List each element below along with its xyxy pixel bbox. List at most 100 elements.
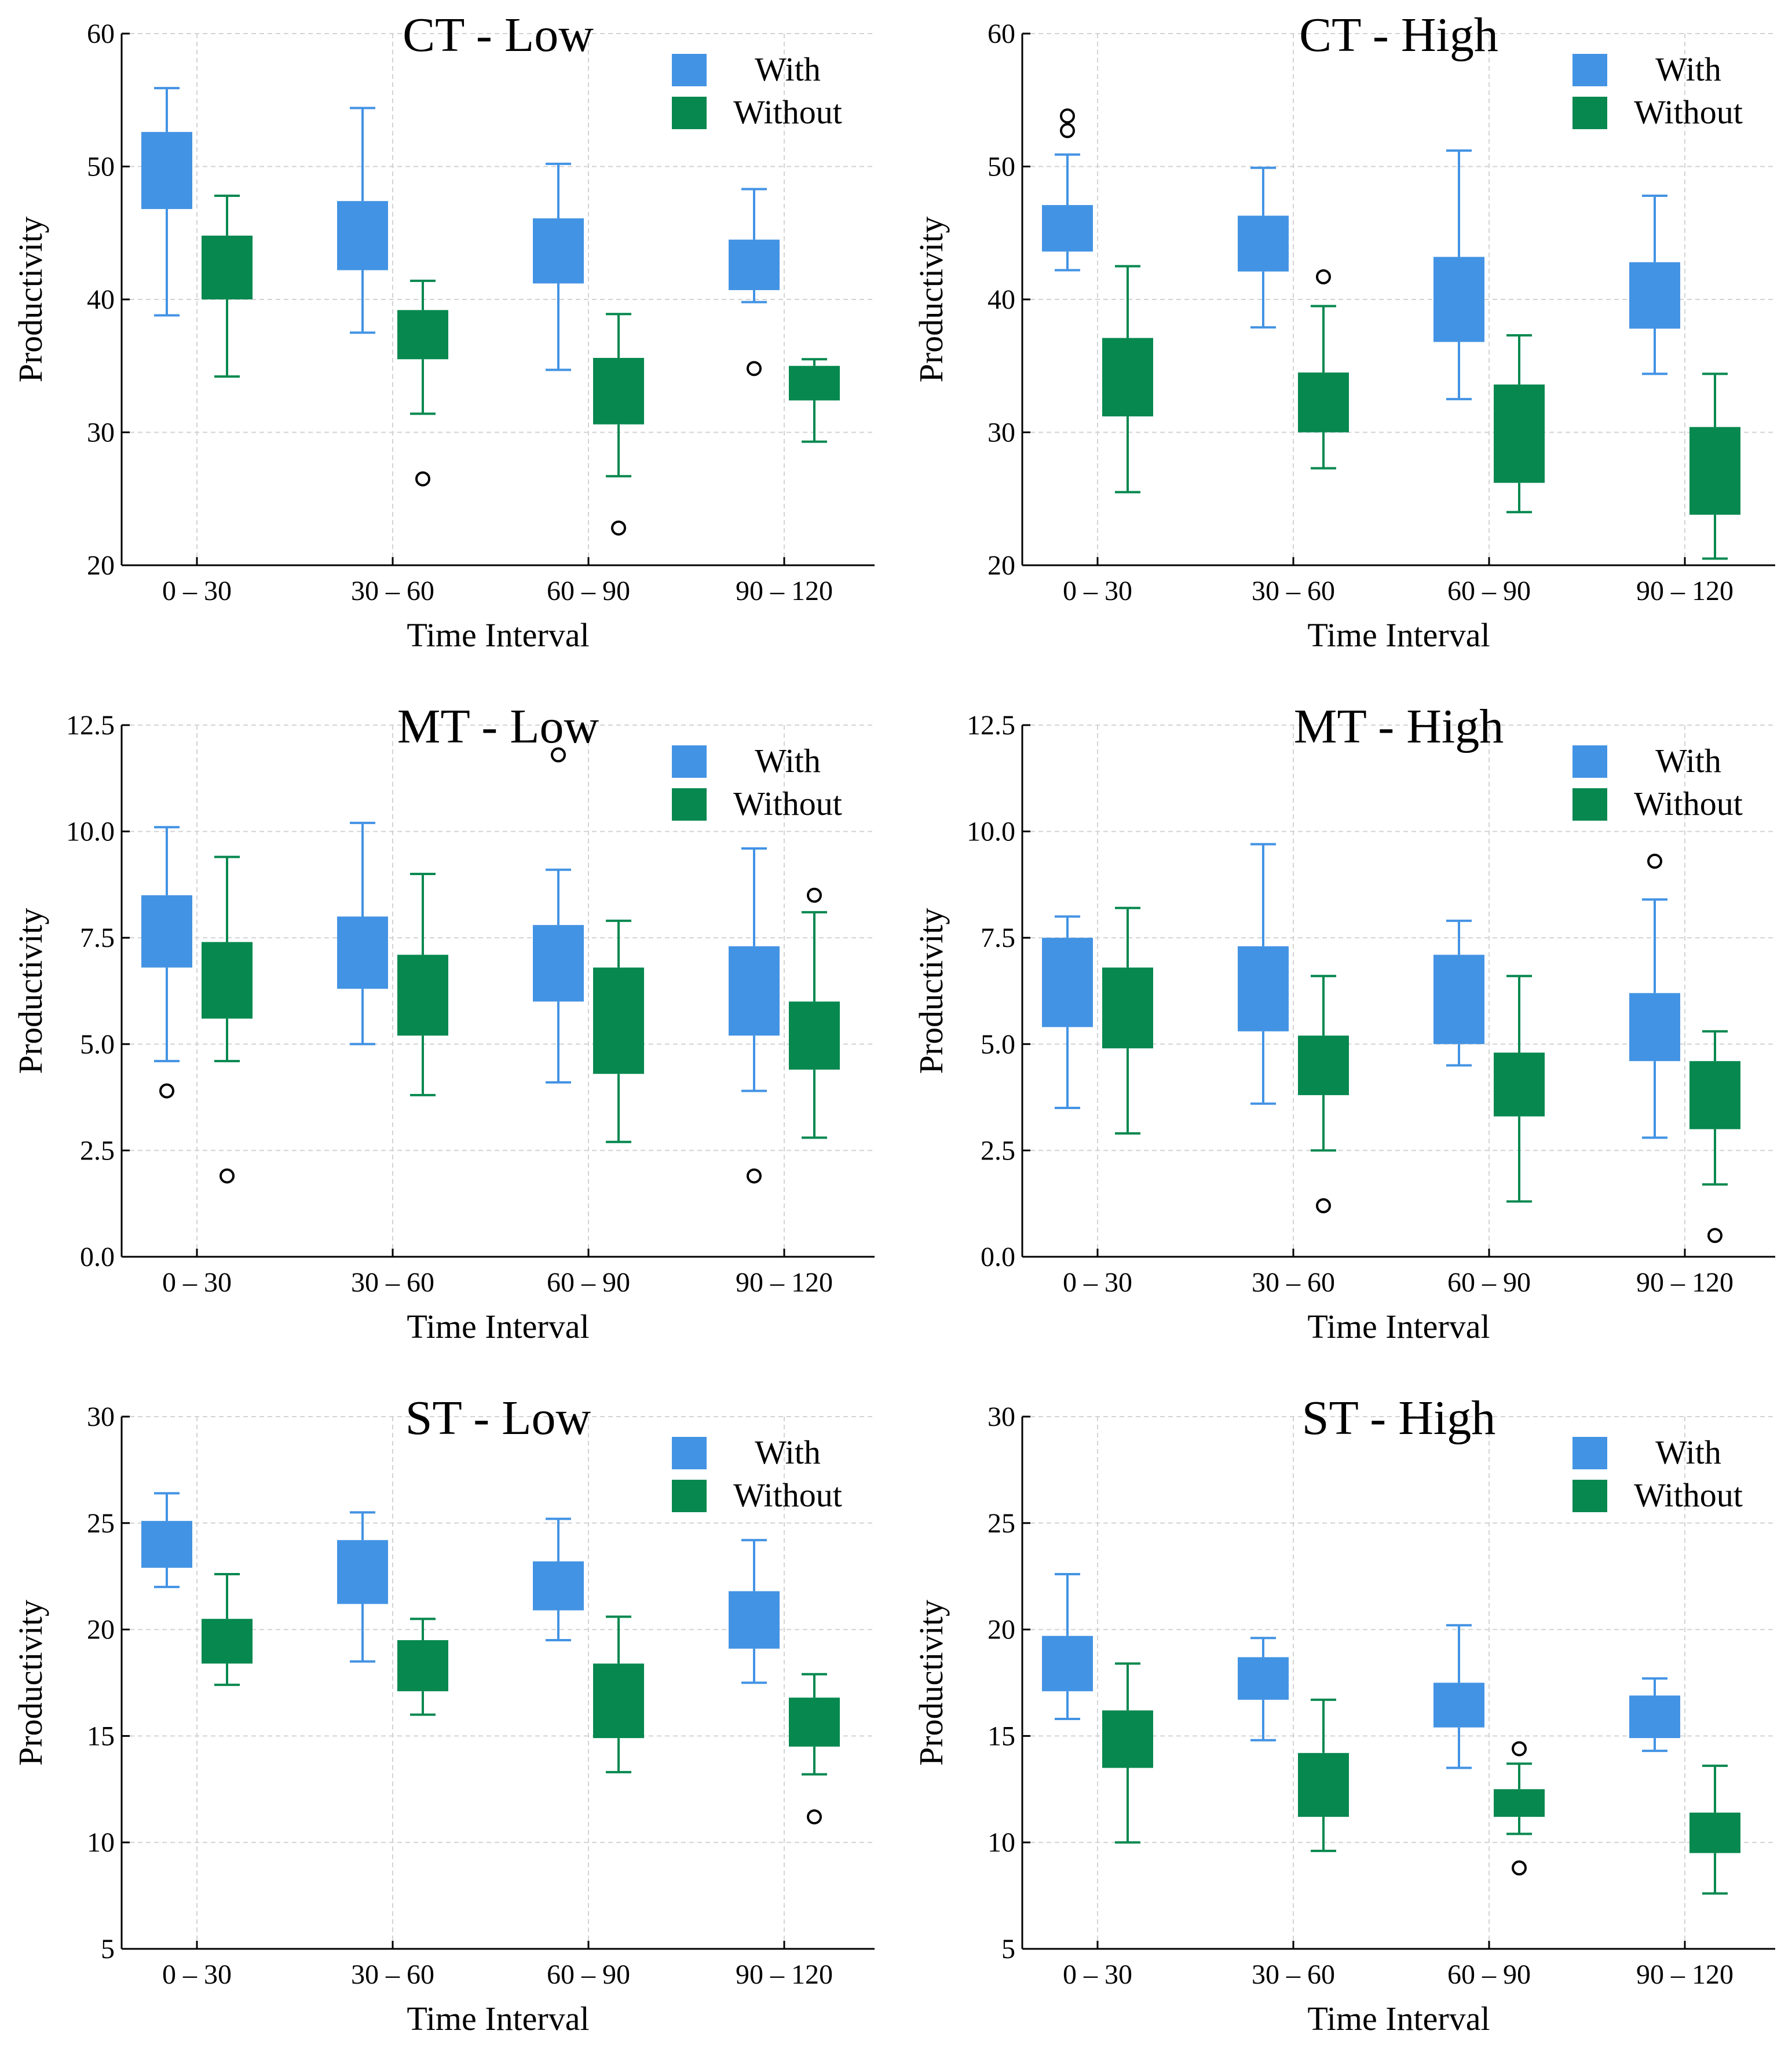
legend-label-without: Without <box>733 1476 842 1514</box>
box-without <box>1494 1741 1545 1876</box>
box-without <box>789 358 840 443</box>
box-iqr <box>533 1561 584 1611</box>
box-iqr <box>789 1698 840 1747</box>
legend-swatch-with <box>672 1437 707 1469</box>
y-tick-label: 25 <box>87 1508 115 1539</box>
box-iqr <box>1102 338 1153 416</box>
y-axis-label: Productivity <box>912 217 950 383</box>
chart-title: CT - High <box>1299 8 1498 62</box>
y-tick-label: 10.0 <box>66 817 115 847</box>
box-iqr <box>593 967 644 1074</box>
y-axis-label: Productivity <box>912 908 950 1074</box>
x-tick-label: 90 – 120 <box>736 576 833 606</box>
legend-label-with: With <box>755 1433 821 1471</box>
box-without <box>202 1573 253 1686</box>
box-with <box>1433 1624 1484 1769</box>
box-iqr <box>1238 946 1289 1031</box>
box-with <box>1629 1677 1680 1753</box>
legend-swatch-without <box>672 1480 707 1512</box>
legend-swatch-without <box>672 97 707 129</box>
box-iqr <box>1629 993 1680 1062</box>
box-without <box>1494 334 1545 514</box>
outlier-point <box>1316 269 1331 284</box>
box-with <box>533 162 584 371</box>
x-tick-label: 60 – 90 <box>547 576 630 606</box>
box-iqr <box>141 1521 192 1568</box>
x-tick-label: 30 – 60 <box>351 1959 434 1990</box>
outlier-point <box>220 1168 235 1184</box>
y-axis-label: Productivity <box>12 908 49 1074</box>
y-tick-label: 7.5 <box>80 923 115 953</box>
outlier-point <box>415 471 430 486</box>
box-with <box>1433 149 1484 401</box>
box-with <box>1238 166 1289 329</box>
y-tick-label: 20 <box>988 1615 1015 1645</box>
chart-panel: 20 30 40 50 60 0 – 30 30 – 60 60 – 90 90 – 120 Ti… <box>912 8 1775 654</box>
box-iqr <box>1042 1636 1093 1692</box>
box-with <box>337 821 388 1045</box>
legend-label-with: With <box>1655 1433 1721 1471</box>
box-without <box>1102 1662 1153 1844</box>
box-without <box>1298 269 1349 470</box>
x-tick-label: 30 – 60 <box>1252 576 1335 606</box>
outlier-point <box>1512 1741 1527 1757</box>
outlier-point <box>1060 108 1075 124</box>
legend-label-without: Without <box>733 785 842 822</box>
box-with <box>1042 915 1093 1109</box>
chart-panel: 5 10 15 20 25 30 0 – 30 30 – 60 60 – 90 90 – 120 T… <box>12 1391 875 2037</box>
box-iqr <box>789 365 840 401</box>
box-without <box>593 1615 644 1773</box>
outlier-point <box>807 887 822 903</box>
box-iqr <box>1629 1695 1680 1739</box>
x-tick-label: 0 – 30 <box>1063 576 1132 606</box>
box-without <box>397 279 448 486</box>
box-iqr <box>1238 1657 1289 1700</box>
x-tick-label: 90 – 120 <box>1636 1959 1734 1990</box>
box-iqr <box>1494 1052 1545 1117</box>
y-tick-label: 30 <box>988 1402 1015 1432</box>
y-tick-label: 15 <box>988 1721 1015 1751</box>
y-tick-label: 30 <box>87 1402 115 1432</box>
chart-panel: 5 10 15 20 25 30 0 – 30 30 – 60 60 – 90 90 – 120 T… <box>912 1391 1775 2037</box>
y-tick-label: 30 <box>87 418 115 448</box>
box-without <box>202 194 253 378</box>
legend-label-without: Without <box>1634 93 1743 131</box>
y-tick-label: 40 <box>988 284 1015 315</box>
box-iqr <box>141 131 192 209</box>
legend-swatch-without <box>1572 788 1607 821</box>
box-iqr <box>337 1540 388 1604</box>
x-tick-label: 60 – 90 <box>547 1959 630 1990</box>
box-iqr <box>1042 938 1093 1027</box>
box-without <box>593 919 644 1143</box>
outlier-point <box>747 361 762 376</box>
box-iqr <box>202 235 253 299</box>
outlier-point <box>1316 1198 1331 1213</box>
x-tick-label: 30 – 60 <box>1252 1267 1335 1298</box>
y-tick-label: 60 <box>988 19 1015 49</box>
box-with <box>729 847 780 1184</box>
y-tick-label: 12.5 <box>967 710 1015 741</box>
x-tick-label: 0 – 30 <box>162 1959 232 1990</box>
legend: With Without <box>672 1433 842 1514</box>
box-iqr <box>1494 1789 1545 1817</box>
box-iqr <box>1433 1682 1484 1728</box>
y-tick-label: 50 <box>988 152 1015 182</box>
y-tick-label: 12.5 <box>66 710 115 741</box>
box-iqr <box>397 954 448 1036</box>
y-tick-label: 7.5 <box>981 923 1015 953</box>
x-tick-label: 0 – 30 <box>162 576 232 606</box>
box-iqr <box>533 218 584 284</box>
box-without <box>789 1673 840 1825</box>
y-tick-label: 2.5 <box>981 1135 1015 1166</box>
chart-panel: 20 30 40 50 60 0 – 30 30 – 60 60 – 90 90 – 120 Ti… <box>12 8 875 654</box>
x-tick-label: 30 – 60 <box>351 1267 434 1298</box>
y-tick-label: 60 <box>87 19 115 49</box>
y-tick-label: 5 <box>1001 1934 1015 1964</box>
outlier-point <box>551 747 566 763</box>
box-iqr <box>1433 954 1484 1044</box>
legend-label-with: With <box>1655 742 1721 780</box>
box-iqr <box>397 310 448 360</box>
box-iqr <box>729 1591 780 1649</box>
y-tick-label: 10 <box>988 1827 1015 1858</box>
